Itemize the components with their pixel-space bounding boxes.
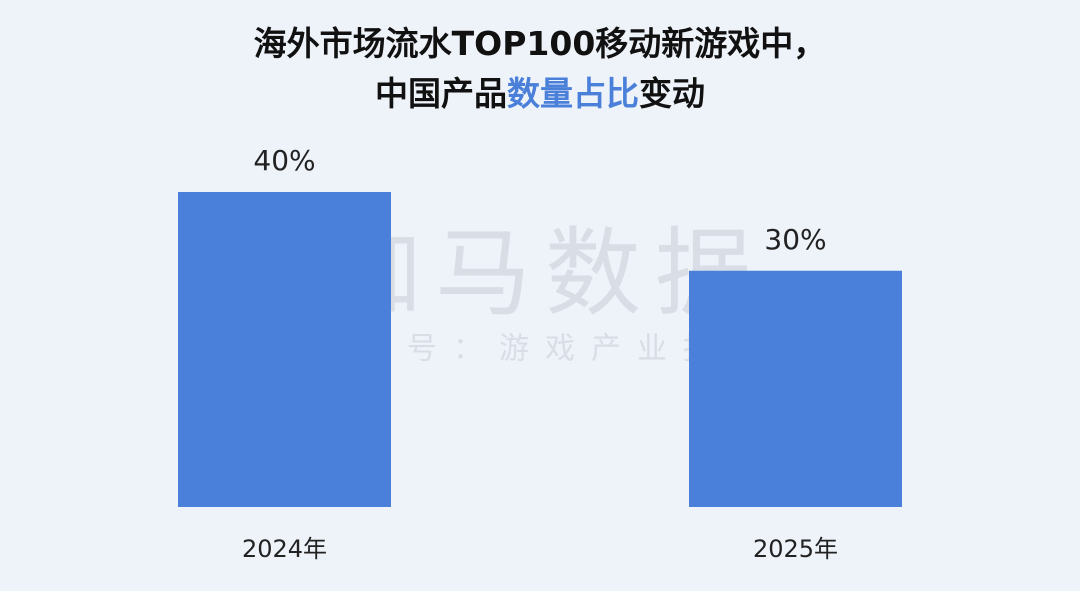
chart-title: 中国产品数量占比变动 xyxy=(375,74,705,113)
data-label: 40% xyxy=(253,144,315,177)
bar xyxy=(178,192,391,507)
title-segment: 数量占比 xyxy=(507,74,639,113)
x-tick-label: 2024年 xyxy=(242,535,327,563)
bar xyxy=(689,270,902,507)
chart-title: 海外市场流水TOP100移动新游戏中， xyxy=(254,24,827,63)
watermark: 伽马数据 xyxy=(325,217,765,329)
data-label: 30% xyxy=(764,223,826,256)
title-segment: 中国产品 xyxy=(375,74,507,113)
title-segment: 变动 xyxy=(639,74,705,113)
x-tick-label: 2025年 xyxy=(753,535,838,563)
title-segment: 海外市场流水TOP100移动新游戏中， xyxy=(254,24,827,63)
